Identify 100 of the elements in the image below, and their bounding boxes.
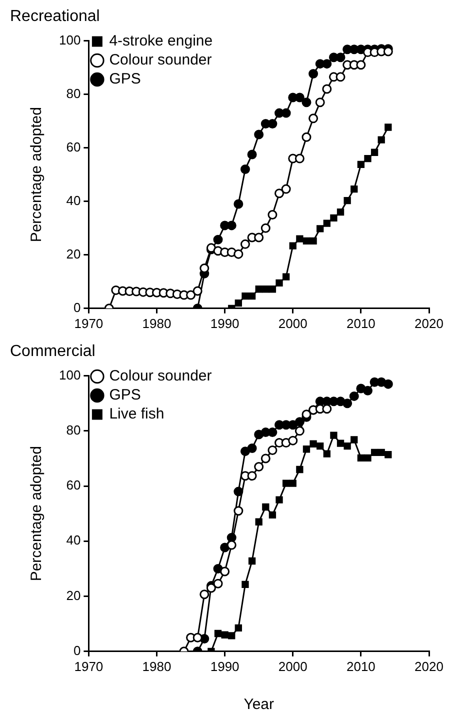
point [336, 440, 344, 447]
point [364, 454, 372, 462]
point [323, 450, 330, 458]
point [262, 503, 270, 511]
point [308, 68, 318, 78]
legend-label: Live fish [109, 406, 164, 423]
point [336, 52, 346, 62]
point [186, 290, 196, 300]
x-tick-label: 1970 [74, 316, 104, 331]
point [316, 442, 324, 450]
point [310, 440, 317, 448]
y-tick-label: 100 [58, 32, 81, 48]
point [234, 299, 242, 307]
point [276, 496, 283, 504]
point [281, 184, 291, 194]
y-axis-title: Percentage adopted [28, 446, 46, 582]
point [302, 98, 312, 108]
point [226, 540, 236, 550]
y-tick-label: 80 [66, 86, 81, 101]
point [255, 286, 262, 293]
point [268, 445, 278, 455]
point [268, 210, 278, 220]
point [221, 631, 228, 638]
point [370, 448, 378, 456]
point [255, 518, 262, 526]
point [310, 237, 317, 245]
point [302, 446, 310, 453]
point [296, 235, 304, 242]
point [344, 442, 351, 450]
point [240, 446, 250, 456]
point [240, 164, 250, 174]
point [357, 454, 365, 462]
point [330, 432, 338, 439]
y-tick-label: 60 [66, 139, 81, 154]
point [254, 232, 264, 242]
point [344, 196, 351, 204]
point [378, 448, 385, 456]
point [234, 249, 244, 259]
point [282, 480, 290, 487]
point [213, 234, 223, 244]
point [322, 404, 332, 414]
point [234, 624, 242, 632]
point [242, 292, 249, 300]
point [364, 154, 372, 162]
point [248, 557, 256, 565]
point [226, 220, 236, 230]
x-axis-title: Year [244, 696, 274, 714]
point [234, 199, 244, 209]
legend-label: 4-stroke engine [109, 32, 213, 50]
point [357, 160, 365, 168]
point [322, 84, 332, 94]
point [330, 214, 338, 222]
point [308, 114, 318, 124]
legend-label: Colour sounder [109, 52, 212, 69]
x-tick-label: 1990 [210, 316, 240, 331]
point [370, 148, 378, 156]
point [315, 98, 325, 108]
point [378, 136, 385, 144]
x-tick-label: 2010 [346, 316, 376, 331]
point [247, 150, 257, 160]
point [192, 632, 202, 642]
y-tick-label: 0 [73, 300, 81, 315]
point [247, 471, 257, 481]
point [294, 154, 304, 164]
point [336, 208, 344, 216]
x-tick-label: 2000 [278, 658, 308, 674]
point [200, 590, 210, 600]
point [356, 60, 366, 70]
x-tick-label: 2020 [414, 316, 444, 331]
point [322, 59, 332, 69]
point [262, 286, 270, 293]
y-tick-label: 40 [66, 532, 81, 548]
y-tick-label: 80 [66, 422, 81, 438]
y-tick-label: 60 [66, 478, 81, 493]
point [282, 273, 290, 280]
point [289, 480, 296, 487]
point [260, 454, 270, 464]
point [296, 466, 304, 474]
point [350, 436, 358, 444]
legend-label: GPS [109, 386, 141, 404]
point [302, 237, 310, 245]
point [260, 223, 270, 233]
point [268, 428, 278, 438]
point [254, 462, 264, 472]
point [242, 580, 249, 588]
point [362, 386, 372, 396]
point [289, 242, 296, 250]
point [268, 119, 278, 129]
point [254, 130, 264, 140]
point [281, 108, 291, 118]
point [240, 239, 250, 249]
x-tick-label: 1980 [142, 658, 172, 674]
point [213, 578, 223, 588]
point [383, 46, 393, 56]
point [276, 279, 283, 287]
y-tick-label: 0 [73, 642, 81, 658]
y-tick-label: 20 [66, 588, 81, 603]
y-tick-label: 100 [58, 367, 81, 382]
point [302, 410, 312, 420]
point [268, 511, 276, 519]
